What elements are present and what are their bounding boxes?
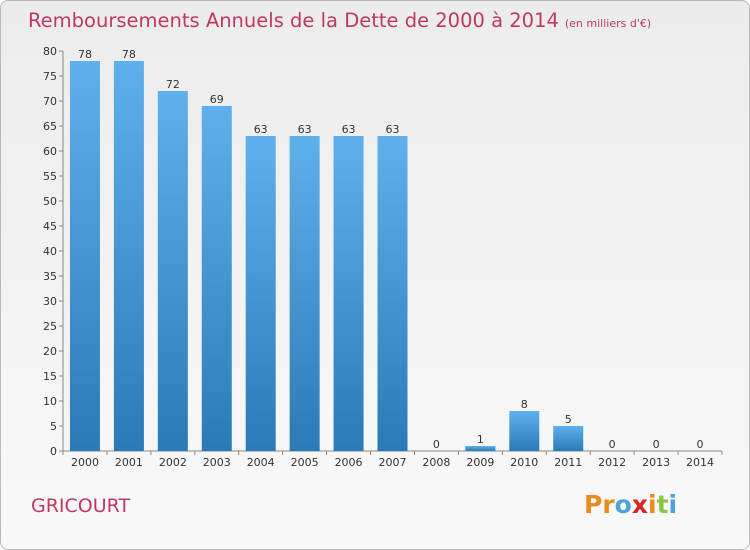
y-tick-label: 10	[43, 395, 57, 408]
x-tick-label: 2010	[510, 456, 538, 469]
data-label: 0	[653, 438, 660, 451]
y-tick-label: 25	[43, 320, 57, 333]
logo-letter: t	[656, 490, 669, 519]
data-label: 1	[477, 433, 484, 446]
y-tick-label: 80	[43, 45, 57, 58]
y-tick-label: 60	[43, 145, 57, 158]
x-tick-label: 2001	[115, 456, 143, 469]
title-text: Remboursements Annuels de la Dette de 20…	[28, 9, 559, 32]
y-tick-label: 45	[43, 220, 57, 233]
y-tick-label: 40	[43, 245, 57, 258]
data-label: 72	[166, 78, 180, 91]
bar	[201, 106, 232, 451]
logo-letter: r	[602, 490, 615, 519]
x-tick-label: 2009	[466, 456, 494, 469]
bar	[245, 136, 276, 451]
data-label: 63	[298, 123, 312, 136]
chart-title: Remboursements Annuels de la Dette de 20…	[28, 9, 651, 32]
bar	[333, 136, 364, 451]
data-label: 63	[254, 123, 268, 136]
bars	[69, 61, 584, 451]
x-tick-label: 2004	[247, 456, 275, 469]
x-tick-label: 2003	[203, 456, 231, 469]
y-tick-label: 0	[50, 445, 57, 458]
data-label: 63	[342, 123, 356, 136]
proxiti-logo[interactable]: Proxiti	[584, 490, 677, 519]
labels: 78 78 72 69 63 63 63 63 0 1 8 5 0 0 0	[78, 48, 704, 451]
data-label: 78	[122, 48, 136, 61]
bar	[69, 61, 100, 451]
y-tick-label: 15	[43, 370, 57, 383]
x-tick-label: 2011	[554, 456, 582, 469]
x-tick-label: 2006	[335, 456, 363, 469]
data-label: 78	[78, 48, 92, 61]
bar	[553, 426, 584, 451]
y-tick-label: 30	[43, 295, 57, 308]
commune-name: GRICOURT	[31, 495, 131, 517]
bar	[289, 136, 320, 451]
y-tick-label: 20	[43, 345, 57, 358]
data-label: 69	[210, 93, 224, 106]
bar	[465, 446, 496, 451]
y-tick-label: 55	[43, 170, 57, 183]
logo-letter: P	[584, 490, 603, 519]
y-tick-label: 75	[43, 70, 57, 83]
bar	[113, 61, 144, 451]
unit-label: (en milliers d'€)	[564, 17, 652, 30]
x-tick-label: 2014	[686, 456, 714, 469]
bar	[509, 411, 540, 451]
y-tick-label: 5	[50, 420, 57, 433]
bar	[157, 91, 188, 451]
y-tick-label: 70	[43, 95, 57, 108]
y-tick-label: 65	[43, 120, 57, 133]
y-tick-label: 50	[43, 195, 57, 208]
data-label: 0	[609, 438, 616, 451]
logo-letter: i	[668, 490, 678, 519]
x-tick-label: 2000	[71, 456, 99, 469]
x-tick-label: 2005	[291, 456, 319, 469]
x-tick-label: 2013	[642, 456, 670, 469]
x-tick-label: 2002	[159, 456, 187, 469]
data-label: 63	[386, 123, 400, 136]
data-label: 8	[521, 398, 528, 411]
data-label: 0	[433, 438, 440, 451]
x-tick-label: 2012	[598, 456, 626, 469]
x-tick-label: 2008	[422, 456, 450, 469]
logo-letter: o	[614, 490, 632, 519]
data-label: 0	[697, 438, 704, 451]
x-tick-label: 2007	[379, 456, 407, 469]
bar	[377, 136, 408, 451]
y-tick-label: 35	[43, 270, 57, 283]
logo-letter: i	[648, 490, 657, 519]
logo-letter: x	[631, 490, 648, 519]
data-label: 5	[565, 413, 572, 426]
